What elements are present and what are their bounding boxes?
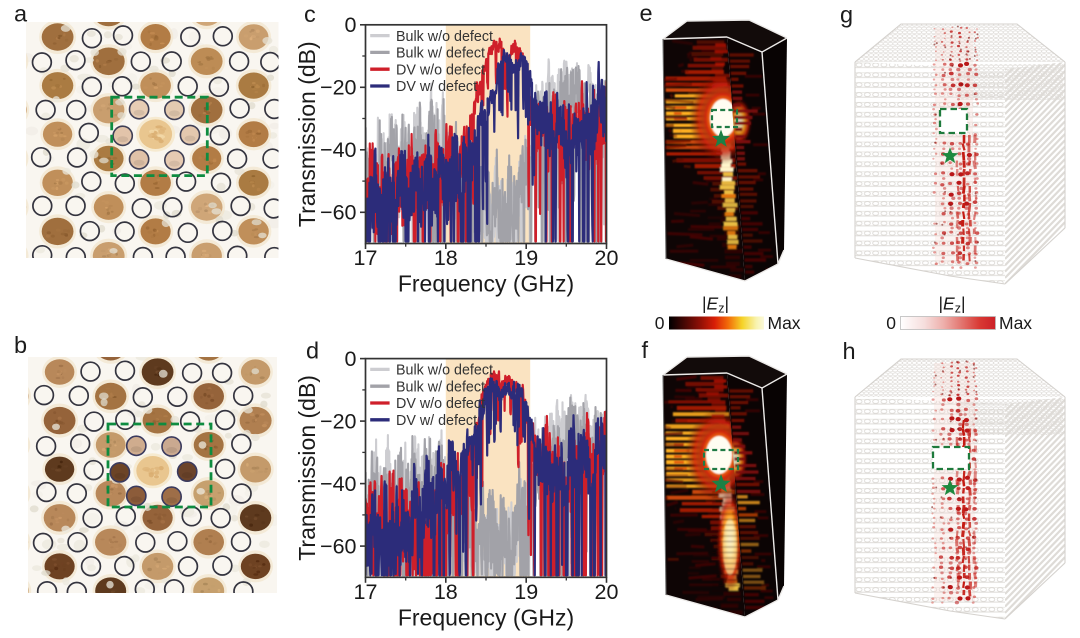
svg-text:20: 20 [595,246,619,270]
svg-text:b: b [14,332,27,358]
svg-text:f: f [642,337,649,363]
svg-text:Bulk w/o defect: Bulk w/o defect [396,363,493,379]
svg-text:Bulk w/o defect: Bulk w/o defect [396,29,493,45]
svg-text:19: 19 [514,580,538,604]
svg-text:−20: −20 [320,409,357,433]
svg-text:d: d [306,338,319,364]
svg-text:Max: Max [768,313,801,333]
svg-text:−60: −60 [320,201,357,225]
svg-text:0: 0 [886,313,896,333]
svg-text:0: 0 [345,13,357,37]
svg-text:0: 0 [655,313,665,333]
svg-text:17: 17 [354,580,378,604]
svg-text:−40: −40 [320,138,357,162]
svg-text:Bulk w/ defect: Bulk w/ defect [396,379,485,395]
svg-text:Max: Max [999,313,1032,333]
svg-text:Frequency (GHz): Frequency (GHz) [398,604,574,630]
svg-text:−60: −60 [320,534,357,558]
svg-text:a: a [14,1,28,27]
svg-text:Frequency (GHz): Frequency (GHz) [398,271,574,297]
svg-text:Bulk w/ defect: Bulk w/ defect [396,46,485,62]
svg-text:17: 17 [354,246,378,270]
svg-text:Transmission (dB): Transmission (dB) [294,41,320,227]
svg-text:h: h [843,338,856,364]
svg-text:DV w/o defect: DV w/o defect [396,62,485,78]
svg-text:−40: −40 [320,472,357,496]
svg-text:0: 0 [345,347,357,371]
svg-text:e: e [640,0,653,26]
svg-text:19: 19 [514,246,538,270]
svg-text:|Ez|: |Ez| [702,294,729,316]
svg-text:20: 20 [595,580,619,604]
svg-text:c: c [304,1,316,27]
svg-text:|Ez|: |Ez| [938,294,965,316]
svg-text:DV w/ defect: DV w/ defect [396,79,477,95]
svg-text:g: g [840,2,853,28]
svg-text:Transmission (dB): Transmission (dB) [294,375,320,561]
svg-text:−20: −20 [320,76,357,100]
svg-text:DV w/o defect: DV w/o defect [396,396,485,412]
svg-text:18: 18 [434,580,458,604]
svg-text:DV w/ defect: DV w/ defect [396,413,477,429]
svg-text:18: 18 [434,246,458,270]
